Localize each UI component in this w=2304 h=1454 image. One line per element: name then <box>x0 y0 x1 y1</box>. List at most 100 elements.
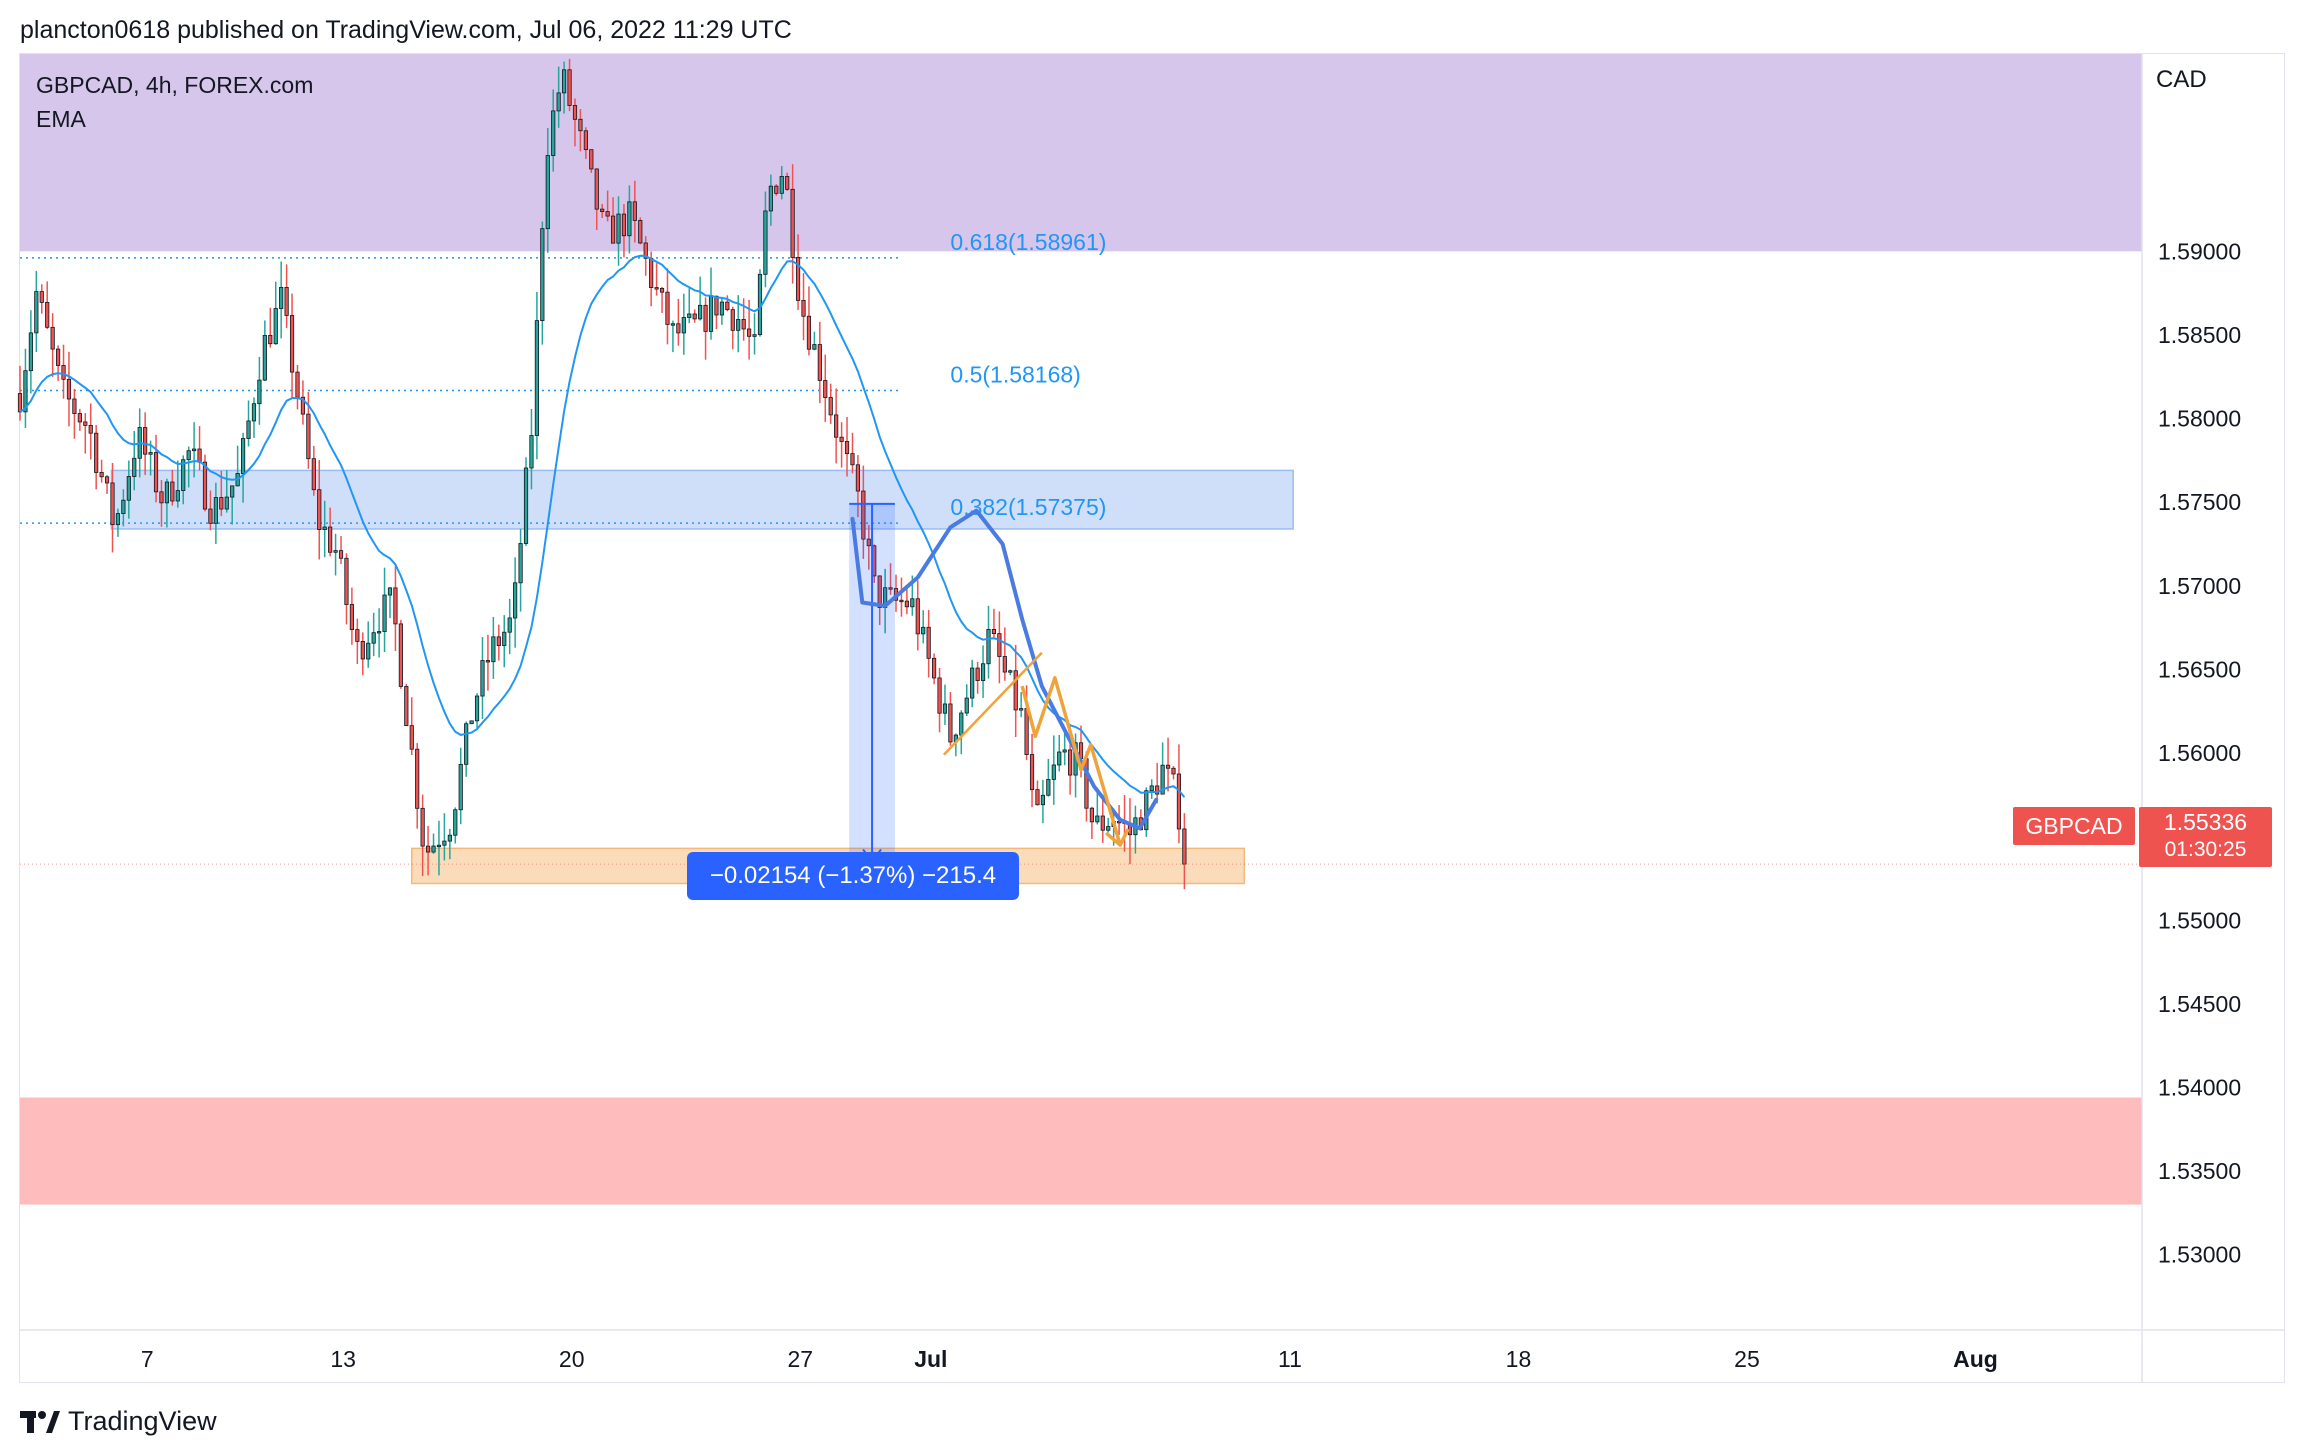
candle-body <box>197 448 202 463</box>
candle-body <box>257 379 262 405</box>
candle-body <box>621 213 627 237</box>
axes-layer: 1.59000 1.58500 1.58000 1.57500 1.57000 1.565… <box>20 54 2285 1383</box>
x-tick-label-7: 25 <box>1734 1346 1760 1372</box>
candle-body <box>1008 670 1013 673</box>
candle-body <box>899 599 904 603</box>
candle-body <box>72 398 77 414</box>
candle-body <box>926 626 931 659</box>
candle-body <box>240 438 246 474</box>
candle-body <box>230 485 235 498</box>
candle-body <box>39 291 44 303</box>
candle-body <box>159 491 164 504</box>
candle-body <box>1068 749 1073 776</box>
candle-body <box>812 344 817 350</box>
y-tick-label-9: 1.54500 <box>2158 991 2241 1017</box>
candle-body <box>273 308 278 345</box>
candle-body <box>387 587 393 596</box>
candle-body <box>578 118 583 132</box>
candle-body <box>415 748 420 809</box>
candle-body <box>551 110 556 156</box>
candle-body <box>970 667 975 699</box>
candle-body <box>349 604 354 631</box>
fib-label-0: 0.618(1.58961) <box>950 229 1106 255</box>
candles-layer <box>17 59 1187 890</box>
y-tick-label-12: 1.53000 <box>2158 1242 2241 1268</box>
footer-brand[interactable]: TradingView <box>20 1406 217 1437</box>
candle-body <box>605 211 610 217</box>
candle-body <box>540 228 545 322</box>
candle-body <box>545 155 550 230</box>
y-tick-label-11: 1.53500 <box>2158 1158 2241 1184</box>
ema-layer <box>19 254 1186 798</box>
candle-body <box>980 663 986 681</box>
candle-body <box>844 441 850 455</box>
candle-body <box>741 319 746 330</box>
chart-frame <box>19 53 2285 1383</box>
candle-body <box>1019 708 1024 711</box>
candle-body <box>110 482 115 526</box>
candle-body <box>279 287 284 309</box>
candle-body <box>975 667 980 681</box>
candle-body <box>1095 815 1100 823</box>
candle-body <box>366 642 371 660</box>
axis-currency: CAD <box>2156 66 2207 93</box>
candle-body <box>785 176 790 190</box>
zigzag-arrow-head <box>1105 828 1130 847</box>
candle-body <box>719 301 724 316</box>
legend-symbol[interactable]: GBPCAD, 4h, FOREX.com <box>36 72 314 98</box>
x-tick-label-2: 20 <box>559 1346 585 1372</box>
candle-body <box>714 295 719 316</box>
candle-body <box>480 660 485 697</box>
candle-body <box>659 287 665 293</box>
candle-body <box>1035 789 1040 806</box>
candle-body <box>377 631 382 634</box>
candle-body <box>23 370 28 413</box>
last-price-tag: 1.55336 01:30:25 <box>2139 807 2272 867</box>
x-tick-label-1: 13 <box>330 1346 356 1372</box>
candle-body <box>143 427 148 455</box>
supply-zone <box>20 54 2142 252</box>
candle-body <box>665 291 670 325</box>
candle-body <box>382 594 387 632</box>
candle-body <box>491 636 496 663</box>
candle-body <box>360 640 365 660</box>
candle-body <box>937 677 942 714</box>
candle-body <box>959 712 964 736</box>
candle-body <box>213 497 218 524</box>
zones-layer <box>20 54 2142 1205</box>
candle-body <box>355 629 360 642</box>
zigzag-path-orange <box>1020 676 1122 846</box>
candle-body <box>921 626 926 635</box>
candle-body <box>1051 764 1056 780</box>
candle-body <box>948 703 953 743</box>
legend-indicator[interactable]: EMA <box>36 106 86 132</box>
candle-body <box>453 809 458 836</box>
candle-body <box>333 550 338 553</box>
candle-body <box>175 490 180 502</box>
candle-body <box>806 315 812 350</box>
candle-body <box>801 300 806 317</box>
bar-countdown: 01:30:25 <box>2164 838 2247 861</box>
candle-body <box>627 201 632 237</box>
y-tick-label-5: 1.56500 <box>2158 656 2241 682</box>
candle-body <box>181 459 186 491</box>
candle-body <box>104 476 110 484</box>
candle-body <box>600 208 605 213</box>
candle-body <box>610 215 616 244</box>
candle-body <box>56 348 61 366</box>
candle-body <box>779 176 784 194</box>
candle-body <box>730 309 735 331</box>
x-tick-label-4: Jul <box>914 1346 947 1372</box>
x-tick-label-6: 18 <box>1506 1346 1532 1372</box>
candle-body <box>795 257 801 301</box>
candle-body <box>202 461 208 510</box>
candle-body <box>529 435 534 469</box>
candle-body <box>915 598 920 635</box>
candle-body <box>589 149 594 170</box>
projection-path-blue <box>850 508 1159 831</box>
x-tick-label-8: Aug <box>1953 1346 1998 1372</box>
candle-body <box>66 378 72 400</box>
candle-body <box>1100 815 1105 831</box>
candle-body <box>866 538 871 547</box>
